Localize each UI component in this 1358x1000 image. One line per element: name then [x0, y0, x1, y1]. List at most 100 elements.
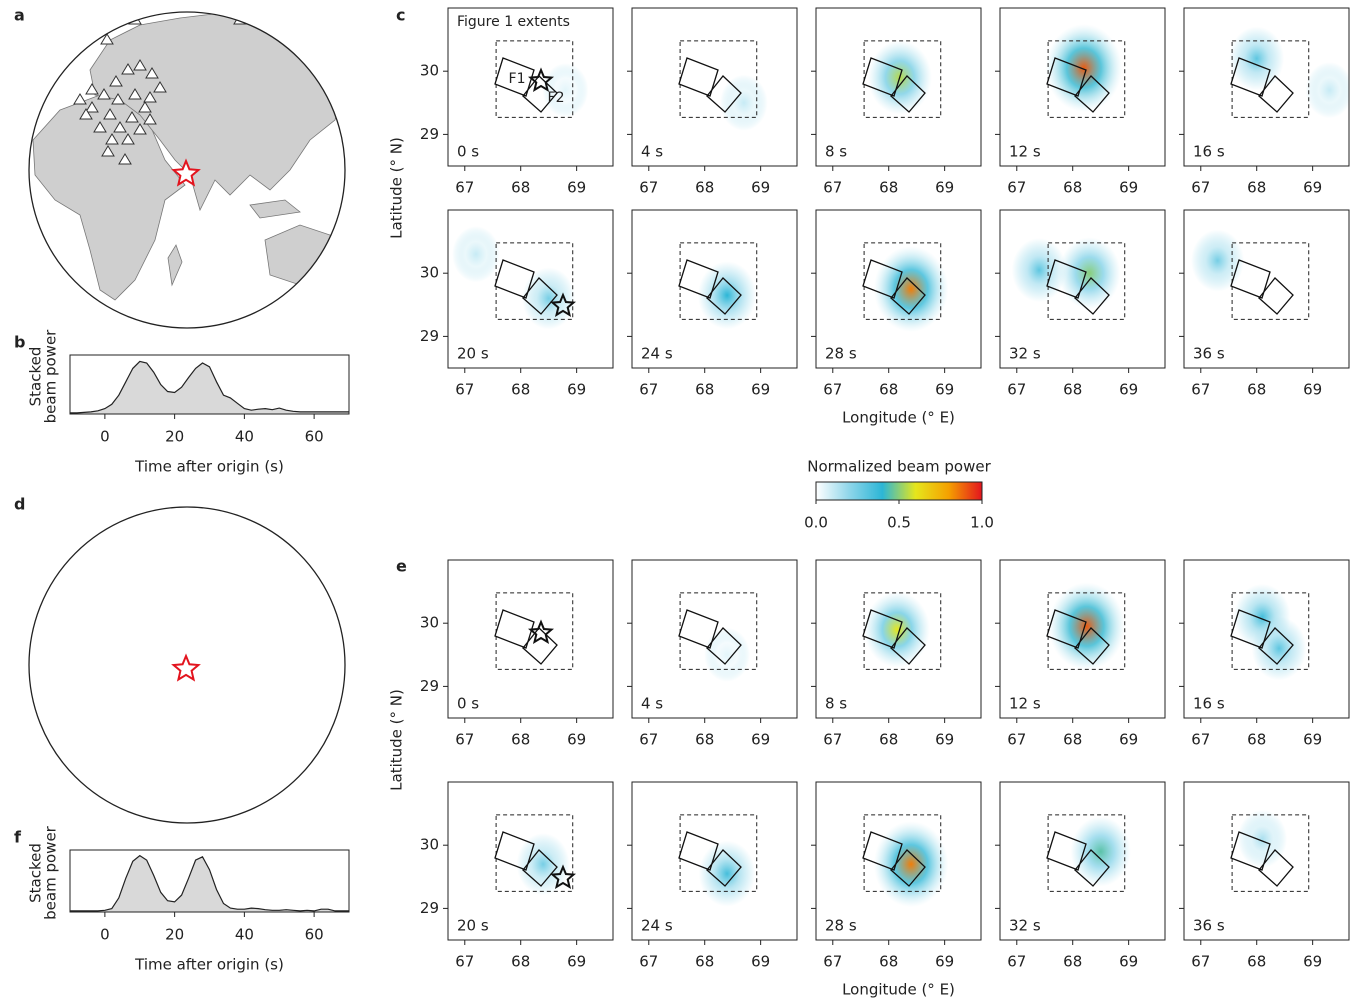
x-tick-label: 68: [879, 179, 898, 197]
panel-frame: [631, 781, 798, 941]
map-panel: [542, 63, 589, 118]
map-panel: [516, 833, 570, 896]
beam-source: [1045, 24, 1123, 113]
time-label: 32 s: [1009, 345, 1041, 363]
beam-source: [1305, 62, 1349, 119]
beam-source: [1048, 582, 1125, 671]
station: [128, 88, 142, 100]
x-axis-label: Time after origin (s): [134, 956, 284, 974]
x-tick-label: 67: [823, 731, 842, 749]
y-tick-label: 30: [420, 62, 439, 80]
fault-segment: [706, 75, 742, 113]
map-panel: [864, 591, 930, 668]
panel-label: a: [14, 6, 25, 25]
time-label: 12 s: [1009, 695, 1041, 713]
panel-frame: [631, 209, 798, 369]
beam-source: [1070, 816, 1131, 887]
station: [97, 88, 111, 100]
epicenter-star: [527, 619, 555, 644]
panel-frame: [1183, 559, 1350, 719]
time-label: 8 s: [825, 695, 847, 713]
y-tick-label: 29: [420, 125, 439, 143]
y-tick-label: 30: [420, 614, 439, 632]
x-tick-label: 69: [1303, 731, 1322, 749]
time-label: 12 s: [1009, 143, 1041, 161]
x-tick-label: 67: [455, 953, 474, 971]
x-tick-label: 0: [100, 926, 110, 944]
panel-frame: [815, 209, 982, 369]
fault-segment: [678, 57, 719, 97]
station: [154, 577, 166, 587]
panel-frame: [815, 559, 982, 719]
fault-segment: [1046, 57, 1087, 97]
x-tick-label: 60: [305, 926, 324, 944]
panel-label: f: [14, 828, 22, 847]
station: [109, 75, 123, 87]
fault-segment: [706, 277, 742, 315]
x-tick-label: 68: [1063, 731, 1082, 749]
fault-segment: [1074, 277, 1110, 315]
station: [145, 67, 159, 79]
time-label: 36 s: [1193, 345, 1225, 363]
fault-segment: [1074, 849, 1110, 887]
panel-frame: [1183, 781, 1350, 941]
station: [119, 577, 131, 587]
map-panel: [873, 246, 949, 332]
map-panel: [873, 821, 949, 908]
x-tick-label: 68: [879, 731, 898, 749]
panel-label: c: [396, 6, 405, 25]
fault-segment: [862, 57, 903, 97]
map-panel: [1048, 582, 1125, 671]
x-tick-label: 69: [935, 381, 954, 399]
x-tick-label: 68: [511, 179, 530, 197]
station: [139, 559, 151, 569]
map-panel: [1011, 237, 1121, 310]
fault-segment: [1046, 831, 1087, 871]
station: [169, 0, 181, 9]
time-label: 20 s: [457, 345, 489, 363]
fault-segment: [890, 277, 926, 315]
x-tick-label: 68: [511, 381, 530, 399]
x-tick-label: 0: [100, 428, 110, 446]
map-panel: [704, 627, 750, 682]
panel-label: e: [396, 557, 407, 576]
panel-frame: [447, 7, 614, 167]
x-tick-label: 69: [567, 179, 586, 197]
fault-segment: [494, 609, 535, 649]
fault-segment: [1230, 609, 1271, 649]
x-tick-label: 69: [1303, 381, 1322, 399]
fault-segment: [1074, 627, 1110, 665]
x-axis-label: Longitude (° E): [842, 981, 955, 999]
x-tick-label: 67: [823, 179, 842, 197]
x-tick-label: 69: [1119, 953, 1138, 971]
epicenter-star: [549, 292, 577, 318]
x-tick-label: 67: [639, 179, 658, 197]
time-label: 28 s: [825, 917, 857, 935]
x-tick-label: 40: [235, 926, 254, 944]
panel-label: b: [14, 333, 25, 352]
x-tick-label: 68: [695, 953, 714, 971]
fault-segment: [522, 627, 558, 665]
fault-segment: [862, 259, 903, 299]
x-tick-label: 68: [879, 381, 898, 399]
beam-source: [1251, 616, 1307, 681]
epicenter-star: [549, 864, 577, 889]
landmass: [265, 720, 335, 780]
station: [85, 83, 99, 95]
x-tick-label: 67: [1007, 179, 1026, 197]
x-tick-label: 68: [695, 731, 714, 749]
station: [121, 133, 135, 145]
x-tick-label: 68: [879, 953, 898, 971]
station: [113, 121, 127, 133]
beam-source: [704, 627, 750, 682]
panel-frame: [999, 559, 1166, 719]
station: [101, 529, 113, 539]
x-tick-label: 68: [695, 179, 714, 197]
panel-frame: [999, 209, 1166, 369]
fault-segment: [1074, 75, 1110, 113]
x-tick-label: 69: [1119, 731, 1138, 749]
colorbar-tick-label: 0.5: [887, 514, 911, 532]
station: [143, 91, 157, 103]
area-fill: [70, 855, 349, 912]
